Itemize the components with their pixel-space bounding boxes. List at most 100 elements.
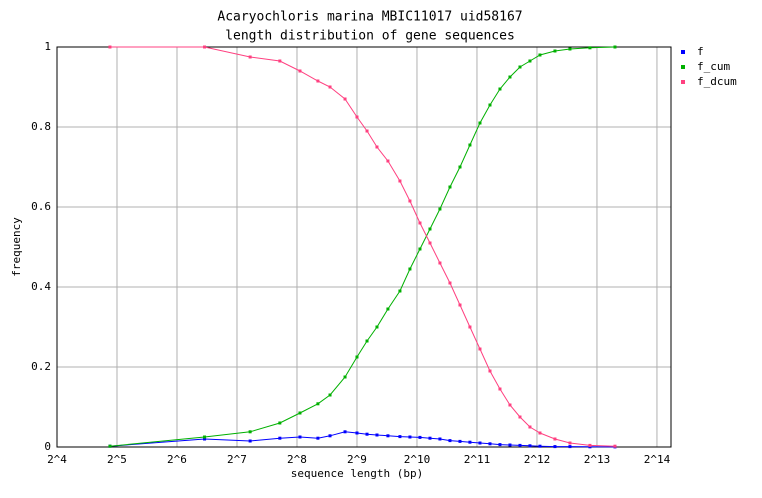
data-point [588, 46, 592, 50]
data-point [448, 439, 452, 443]
data-point [343, 375, 347, 379]
x-tick-label: 2^13 [584, 453, 611, 466]
data-point [203, 437, 207, 441]
y-tick-label: 0.4 [31, 280, 51, 293]
data-point [328, 434, 332, 438]
data-point [518, 443, 522, 447]
data-point [508, 443, 512, 447]
y-tick-label: 0.6 [31, 200, 51, 213]
data-point [528, 444, 532, 448]
data-point [408, 199, 412, 203]
x-tick-label: 2^6 [167, 453, 187, 466]
data-point [458, 303, 462, 307]
data-point [428, 436, 432, 440]
data-point [248, 439, 252, 443]
y-tick-label: 0 [44, 440, 51, 453]
data-point [538, 53, 542, 57]
data-point [538, 444, 542, 448]
data-point [298, 411, 302, 415]
data-point [108, 45, 112, 49]
x-tick-label: 2^5 [107, 453, 127, 466]
x-tick-label: 2^4 [47, 453, 67, 466]
data-point [553, 49, 557, 53]
data-point [468, 325, 472, 329]
legend-label: f_dcum [697, 75, 737, 88]
data-point [328, 85, 332, 89]
data-point [488, 103, 492, 107]
data-point [278, 421, 282, 425]
data-point [418, 247, 422, 251]
x-tick-label: 2^7 [227, 453, 247, 466]
data-point [316, 79, 320, 83]
data-point [478, 441, 482, 445]
data-point [438, 261, 442, 265]
data-point [203, 45, 207, 49]
data-point [203, 435, 207, 439]
data-point [375, 433, 379, 437]
data-point [458, 439, 462, 443]
y-tick-label: 0.2 [31, 360, 51, 373]
data-point [365, 129, 369, 133]
data-point [355, 355, 359, 359]
legend-marker [681, 50, 685, 54]
legend-label: f [697, 45, 704, 58]
x-tick-label: 2^9 [347, 453, 367, 466]
data-point [448, 281, 452, 285]
data-point [375, 145, 379, 149]
data-point [298, 69, 302, 73]
data-point [316, 436, 320, 440]
data-point [248, 55, 252, 59]
data-point [343, 97, 347, 101]
data-point [498, 387, 502, 391]
legend: f f_cum f_dcum [681, 45, 737, 88]
data-point [386, 159, 390, 163]
x-axis-label: sequence length (bp) [291, 467, 423, 480]
data-point [478, 121, 482, 125]
data-point [355, 115, 359, 119]
data-point [518, 415, 522, 419]
data-point [438, 437, 442, 441]
data-point [478, 347, 482, 351]
data-point [278, 59, 282, 63]
data-point [528, 59, 532, 63]
data-point [568, 47, 572, 51]
y-tick-label: 1 [44, 40, 51, 53]
data-point [613, 45, 617, 49]
y-axis-label: frequency [10, 217, 23, 277]
data-point [386, 434, 390, 438]
data-point [498, 87, 502, 91]
data-point [508, 75, 512, 79]
data-point [398, 179, 402, 183]
data-point [468, 440, 472, 444]
data-point [248, 430, 252, 434]
plot-frame [56, 46, 672, 448]
data-point [398, 435, 402, 439]
data-point [408, 435, 412, 439]
plot-area [108, 45, 617, 449]
data-point [498, 443, 502, 447]
x-tick-label: 2^8 [287, 453, 307, 466]
data-point [488, 442, 492, 446]
data-point [418, 435, 422, 439]
data-point [408, 267, 412, 271]
data-point [568, 445, 572, 449]
data-point [398, 289, 402, 293]
x-tick-label: 2^11 [464, 453, 491, 466]
data-point [508, 403, 512, 407]
data-point [365, 339, 369, 343]
legend-marker [681, 80, 685, 84]
data-point [298, 435, 302, 439]
legend-label: f_cum [697, 60, 730, 73]
data-point [108, 444, 112, 448]
data-point [553, 445, 557, 449]
chart-subtitle: length distribution of gene sequences [225, 29, 515, 44]
data-point [613, 444, 617, 448]
data-point [448, 185, 452, 189]
data-point [518, 65, 522, 69]
data-point [375, 325, 379, 329]
data-point [538, 431, 542, 435]
data-point [488, 369, 492, 373]
